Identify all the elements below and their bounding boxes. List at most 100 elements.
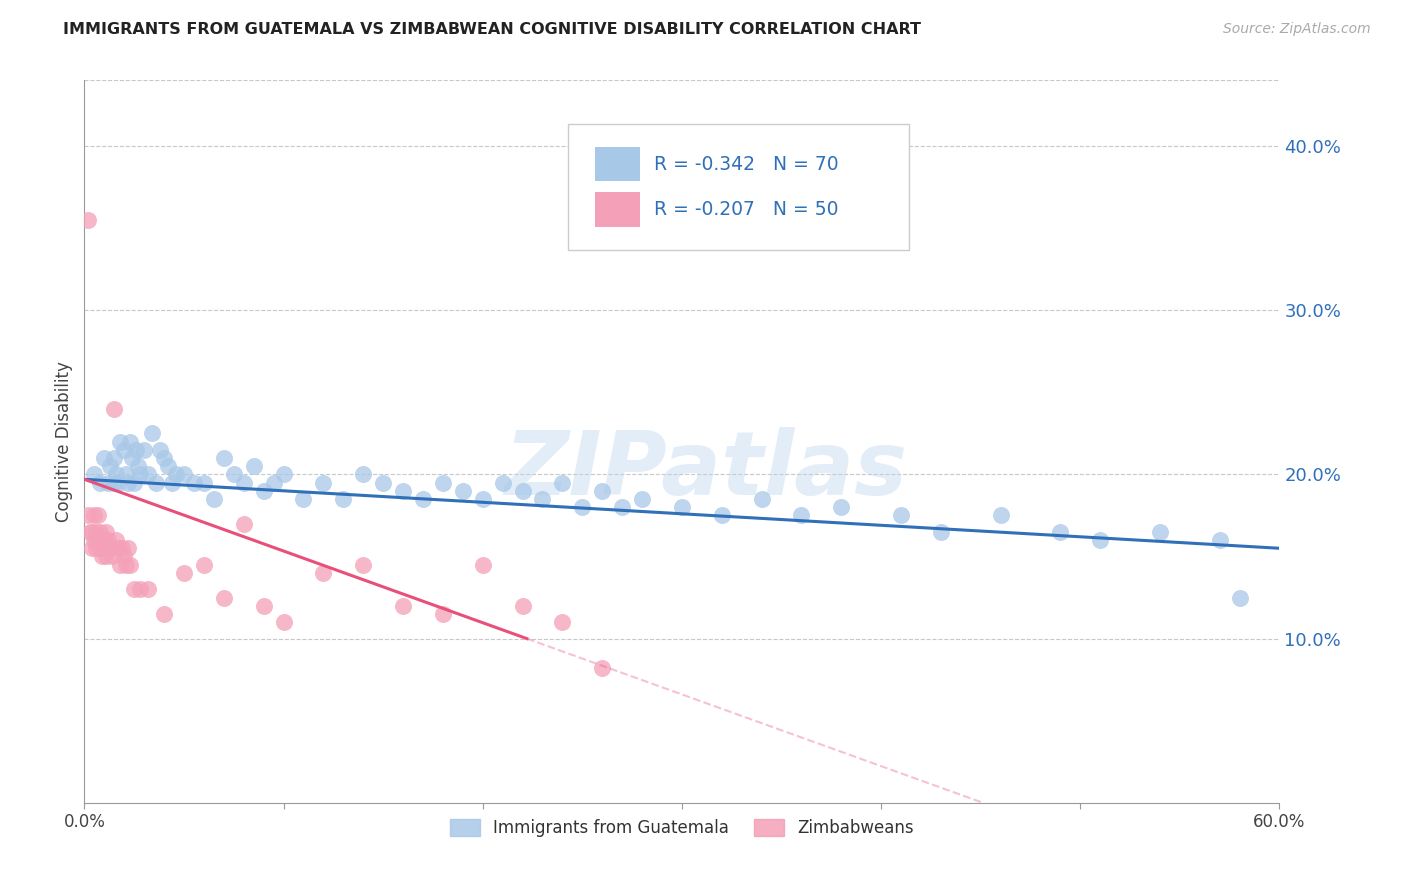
Point — [89, 524, 111, 539]
Point — [82, 541, 104, 556]
Point — [830, 500, 852, 515]
Point — [121, 450, 143, 465]
Point — [432, 607, 454, 621]
Point — [710, 508, 733, 523]
Point — [232, 516, 254, 531]
Legend: Immigrants from Guatemala, Zimbabweans: Immigrants from Guatemala, Zimbabweans — [441, 810, 922, 845]
Point — [115, 467, 138, 482]
Point — [671, 500, 693, 515]
Point — [352, 467, 374, 482]
Point — [129, 582, 152, 597]
Point — [790, 508, 813, 523]
Point — [110, 434, 132, 449]
Point — [551, 475, 574, 490]
Text: R = -0.207   N = 50: R = -0.207 N = 50 — [654, 200, 839, 219]
Point — [263, 475, 285, 490]
Point — [531, 491, 554, 506]
Point — [117, 475, 139, 490]
Point — [253, 599, 276, 613]
Point — [183, 475, 205, 490]
Point — [132, 442, 156, 457]
Point — [96, 549, 118, 564]
Text: IMMIGRANTS FROM GUATEMALA VS ZIMBABWEAN COGNITIVE DISABILITY CORRELATION CHART: IMMIGRANTS FROM GUATEMALA VS ZIMBABWEAN … — [63, 22, 921, 37]
Point — [512, 483, 534, 498]
Point — [512, 599, 534, 613]
Point — [193, 475, 215, 490]
Point — [107, 541, 129, 556]
Point — [591, 661, 613, 675]
Point — [127, 459, 149, 474]
Text: R = -0.342   N = 70: R = -0.342 N = 70 — [654, 154, 839, 174]
Point — [105, 533, 128, 547]
Point — [136, 582, 159, 597]
Point — [990, 508, 1012, 523]
Point — [149, 442, 172, 457]
Point — [373, 475, 395, 490]
Text: Source: ZipAtlas.com: Source: ZipAtlas.com — [1223, 22, 1371, 37]
Point — [212, 450, 235, 465]
Point — [93, 533, 115, 547]
Point — [86, 541, 108, 556]
Point — [83, 467, 105, 482]
Point — [412, 491, 434, 506]
Point — [292, 491, 315, 506]
Point — [86, 524, 108, 539]
Point — [890, 508, 912, 523]
Point — [136, 467, 159, 482]
Point — [89, 541, 111, 556]
Point — [432, 475, 454, 490]
Point — [87, 533, 110, 547]
Point — [97, 541, 120, 556]
Point — [110, 558, 132, 572]
Y-axis label: Cognitive Disability: Cognitive Disability — [55, 361, 73, 522]
Point — [112, 549, 135, 564]
Point — [173, 566, 195, 580]
FancyBboxPatch shape — [568, 124, 910, 250]
Point — [492, 475, 515, 490]
Point — [451, 483, 474, 498]
Point — [98, 541, 121, 556]
Point — [1090, 533, 1112, 547]
Point — [193, 558, 215, 572]
Point — [1229, 591, 1251, 605]
Point — [93, 541, 115, 556]
Point — [77, 508, 100, 523]
Point — [160, 475, 183, 490]
Point — [98, 459, 121, 474]
Point — [125, 442, 148, 457]
Point — [352, 558, 374, 572]
Point — [103, 401, 125, 416]
FancyBboxPatch shape — [595, 147, 640, 181]
Point — [120, 558, 142, 572]
Text: ZIPatlas: ZIPatlas — [505, 427, 907, 514]
Point — [82, 524, 104, 539]
Point — [631, 491, 654, 506]
Point — [202, 491, 225, 506]
Point — [312, 475, 335, 490]
Point — [91, 549, 114, 564]
Point — [96, 524, 118, 539]
Point — [392, 599, 415, 613]
Point — [115, 558, 138, 572]
Point — [273, 615, 295, 630]
Point — [101, 549, 124, 564]
Point — [242, 459, 264, 474]
Point — [83, 508, 105, 523]
Point — [122, 475, 145, 490]
Point — [93, 450, 115, 465]
Point — [273, 467, 295, 482]
Point — [83, 533, 105, 547]
Point — [1149, 524, 1171, 539]
Point — [145, 475, 167, 490]
Point — [79, 524, 101, 539]
Point — [471, 558, 494, 572]
Point — [591, 483, 613, 498]
Point — [153, 607, 176, 621]
Point — [392, 483, 415, 498]
Point — [117, 541, 139, 556]
Point — [153, 450, 176, 465]
Point — [122, 582, 145, 597]
Point — [129, 467, 152, 482]
Point — [91, 533, 114, 547]
Point — [157, 459, 180, 474]
